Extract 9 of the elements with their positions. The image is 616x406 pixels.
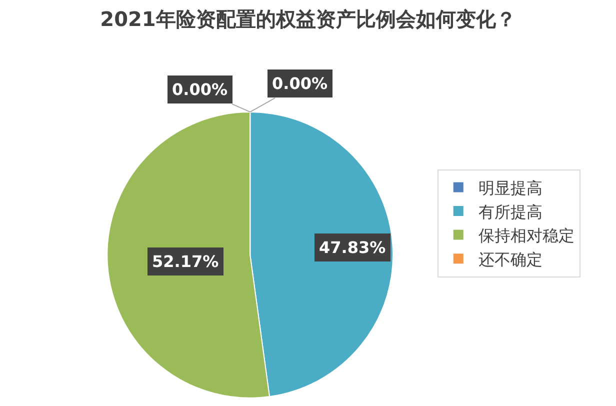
data-label: 47.83%: [319, 238, 386, 257]
data-label: 52.17%: [152, 252, 219, 271]
legend-label: 保持相对稳定: [478, 226, 574, 246]
text: 0.00%: [172, 80, 228, 99]
chart-title: 2021年险资配置的权益资产比例会如何变化？: [100, 7, 516, 32]
legend-label: 明显提高: [478, 178, 542, 198]
legend-label: 有所提高: [478, 202, 542, 222]
text: 0.00%: [272, 74, 328, 93]
legend-label: 还不确定: [478, 250, 542, 269]
